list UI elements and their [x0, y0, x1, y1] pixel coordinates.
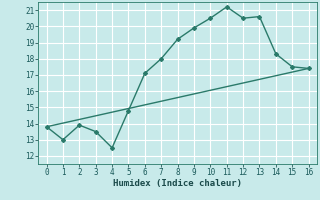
X-axis label: Humidex (Indice chaleur): Humidex (Indice chaleur) [113, 179, 242, 188]
